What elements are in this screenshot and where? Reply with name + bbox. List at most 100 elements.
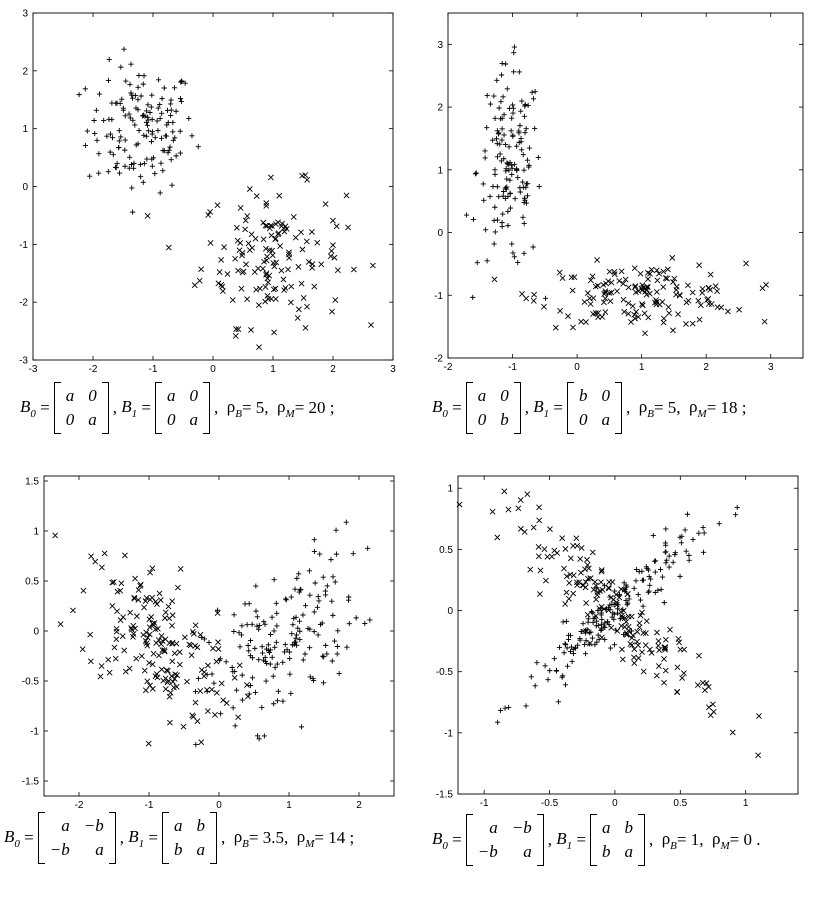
cross-point [570,542,577,549]
cross-point [242,217,249,224]
comma-2: , [220,828,234,847]
cross-point [146,631,153,638]
plus-point [497,707,504,714]
plus-point [96,91,103,97]
cross-point [621,308,628,315]
cross-point [639,609,645,616]
plus-point [515,174,521,181]
plus-point [367,617,373,623]
plus-point [173,108,179,114]
plus-point [262,621,268,627]
plus-point [470,216,477,223]
cross-point [699,286,706,292]
plus-point [267,631,274,638]
rho-m-sub: M [697,407,707,420]
cross-point [101,550,108,557]
plus-point [607,602,613,608]
plus-point [302,651,308,657]
b0-matrix-right-bracket [513,382,521,434]
b0-matrix-cell-3: a [523,842,532,861]
plus-point [521,167,527,173]
cross-point [662,667,669,674]
plus-point [289,631,295,637]
plus-point [525,102,531,108]
plus-point [520,214,526,220]
plus-point [274,661,280,667]
cross-point [714,288,721,295]
plus-point [677,573,683,579]
cross-point [146,624,153,631]
comma-1: , [119,828,129,847]
rho-b-sub: B [647,407,654,420]
cross-point [614,288,620,295]
plus-point [256,657,262,663]
plus-point [195,676,202,682]
cross-point [571,274,578,281]
cross-point [235,714,242,721]
plus-point [147,109,153,116]
plus-point [167,101,174,107]
plus-point [561,650,567,656]
plus-point [135,97,141,103]
cross-point [536,591,543,597]
cross-point [559,275,566,281]
x-tick-label: -2 [89,364,98,375]
b1-matrix-cell-1: 0 [189,386,198,405]
b0-matrix-cell-2: 0 [65,410,75,429]
cross-point [232,255,239,262]
plus-point [588,629,594,635]
x-tick-label: 1 [639,362,645,373]
y-tick-label: 0 [33,627,39,638]
b1-matrix-cell-2: 0 [578,410,588,429]
plus-point [365,545,371,551]
plus-point [330,612,336,618]
y-tick-label: -0.5 [22,677,40,688]
plus-point [128,61,134,67]
cross-point [117,587,124,594]
cross-point [191,282,198,289]
plus-point [617,616,623,622]
plus-point [495,719,501,725]
cross-point [109,579,116,586]
plus-point [293,614,299,620]
plus-point [690,536,696,543]
plus-point [523,703,529,709]
b1-symbol: B1 [556,828,573,852]
cross-point [87,658,94,665]
x-tick-label: -1 [145,800,154,811]
cross-point [147,682,153,689]
b0-matrix-right-bracket [101,382,109,434]
cross-point [311,283,318,290]
cross-point [523,295,530,302]
plus-point [511,69,517,75]
plus-point [505,161,511,167]
y-tick-label: -1 [30,727,39,738]
cross-point [330,242,336,249]
cross-point [527,566,534,573]
cross-point [519,290,525,297]
plus-point [521,220,527,227]
cross-point [143,594,150,601]
cross-point [290,214,297,220]
plus-point [288,594,294,600]
cross-point [118,580,125,587]
cross-point [656,647,663,654]
plus-point [166,147,172,153]
rho-b-value: = 5, [653,398,690,417]
x-tick-label: -2 [444,362,453,373]
cross-point [662,275,669,281]
plus-point [117,100,123,107]
b0-matrix-cell-0: a [65,386,75,405]
cross-point [635,314,642,320]
cross-point [573,579,580,586]
cross-point [714,304,721,311]
plus-point [107,131,114,137]
plus-point [263,678,269,684]
cross-point [561,565,567,572]
y-tick-label: 1 [447,484,453,495]
cross-point [594,257,601,263]
plus-point [201,636,207,642]
cross-point [144,634,151,641]
